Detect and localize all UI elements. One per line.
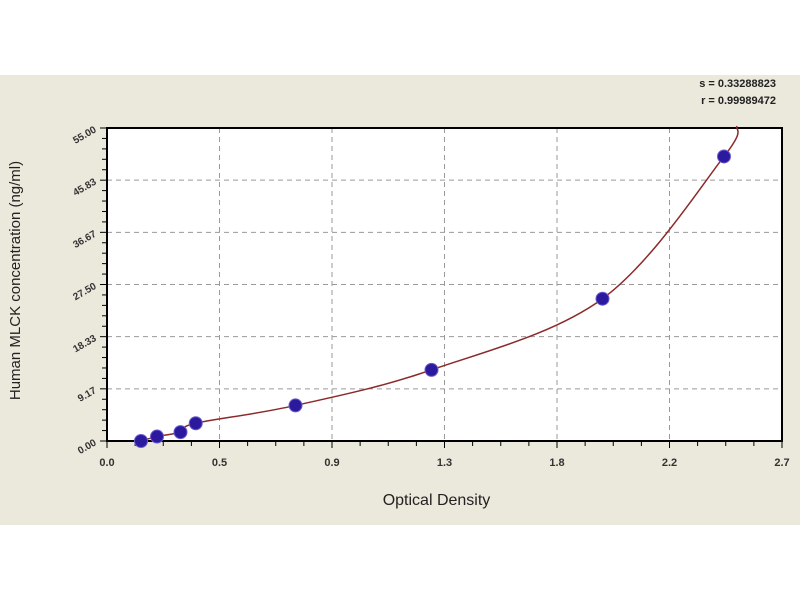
data-point [134, 434, 148, 448]
x-tick-label: 0.9 [324, 457, 339, 469]
y-tick-label: 55.00 [71, 124, 99, 146]
fit-curve [140, 125, 739, 442]
y-tick-label: 18.33 [71, 333, 99, 355]
x-tick-label: 0.5 [212, 457, 227, 469]
data-point [424, 362, 439, 377]
x-tick-label: 2.7 [774, 457, 789, 469]
x-axis-label: Optical Density [383, 492, 491, 509]
plot-frame [106, 127, 783, 442]
fit-s-value: s = 0.33288823 [699, 78, 776, 90]
data-point [288, 398, 303, 413]
y-tick-label: 27.50 [71, 281, 99, 303]
data-point [150, 429, 164, 444]
x-tick-label: 1.8 [549, 457, 564, 469]
x-tick-label: 2.2 [662, 457, 677, 469]
data-point [188, 416, 203, 431]
y-tick-label: 0.00 [76, 437, 99, 456]
data-point [595, 291, 610, 306]
x-tick-label: 0.0 [99, 457, 114, 469]
y-tick-label: 45.83 [71, 177, 99, 199]
y-tick-label: 36.67 [71, 229, 99, 251]
fit-r-value: r = 0.99989472 [701, 95, 776, 107]
data-point [717, 149, 731, 164]
y-axis-label: Human MLCK concentration (ng/ml) [7, 161, 24, 400]
x-tick-label: 1.3 [437, 457, 452, 469]
data-point [173, 425, 188, 440]
y-tick-label: 9.17 [76, 385, 99, 404]
